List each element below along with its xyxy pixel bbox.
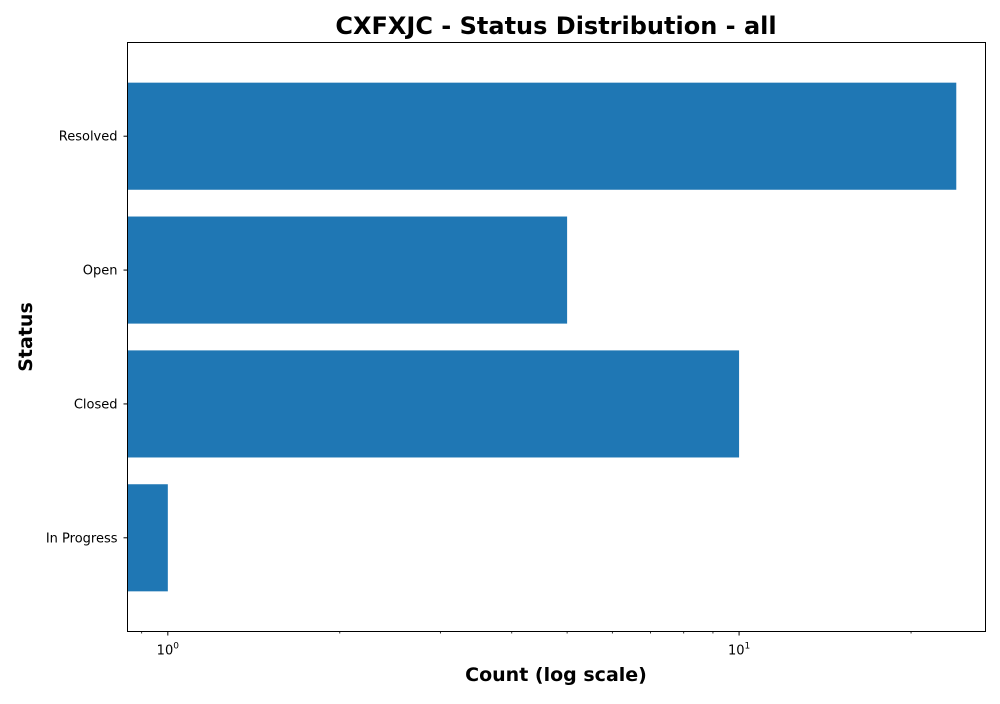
x-tick-label-base: 10 (728, 644, 745, 659)
bar-in-progress (127, 484, 168, 592)
bar-resolved (127, 82, 957, 190)
bar-open (127, 216, 568, 324)
bars-layer (127, 82, 957, 592)
y-axis-label: Status (15, 302, 37, 372)
x-tick-label: 100 (157, 642, 180, 659)
x-tick-label-exponent: 0 (173, 642, 179, 652)
x-tick-label-base: 10 (157, 644, 174, 659)
chart-title: CXFXJC - Status Distribution - all (335, 12, 776, 40)
bar-closed (127, 350, 740, 458)
x-tick-label-exponent: 1 (744, 642, 750, 652)
y-tick-label-closed: Closed (74, 397, 118, 412)
x-axis-label: Count (log scale) (465, 664, 647, 686)
y-tick-label-in-progress: In Progress (46, 531, 118, 546)
y-tick-label-resolved: Resolved (59, 130, 118, 145)
y-tick-label-open: Open (83, 264, 118, 279)
x-tick-label: 101 (728, 642, 750, 659)
plot-frame (127, 42, 986, 632)
